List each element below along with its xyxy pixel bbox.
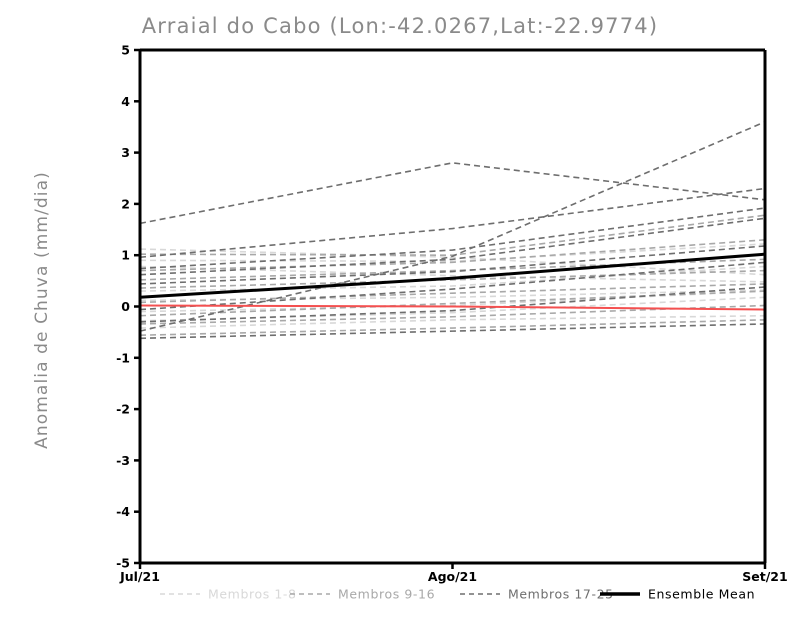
y-tick-label: 5 [121, 43, 130, 58]
series-line [139, 214, 766, 257]
series-line [139, 252, 766, 299]
series-line [139, 121, 766, 332]
legend-label: Membros 17-25 [508, 587, 614, 602]
y-tick-label: 0 [121, 299, 130, 314]
legend-label: Ensemble Mean [648, 587, 755, 602]
series-line [139, 304, 766, 311]
legend-item: Membros 17-25 [460, 587, 614, 602]
y-tick-label: 4 [121, 94, 130, 109]
legend-label: Membros 1-8 [208, 587, 297, 602]
legend-item: Ensemble Mean [600, 587, 755, 602]
series-line [139, 269, 766, 289]
series-line [139, 314, 766, 329]
x-axis-ticks: Jul/21 Ago/21 Set/21 [119, 563, 788, 584]
series-layer [139, 121, 766, 340]
series-line [139, 239, 766, 272]
series-line [139, 248, 766, 276]
y-tick-label: -4 [116, 504, 130, 519]
y-tick-label: -1 [116, 350, 130, 365]
y-tick-label: 1 [121, 248, 130, 263]
series-line [139, 283, 766, 304]
legend-item: Membros 1-8 [160, 587, 297, 602]
x-tick-label: Set/21 [742, 569, 787, 584]
series-line [139, 286, 766, 323]
series-line [139, 217, 766, 276]
series-line [139, 207, 766, 270]
series-line [139, 323, 766, 340]
y-tick-label: 2 [121, 196, 130, 211]
y-tick-label: -3 [116, 453, 130, 468]
series-line [139, 162, 766, 225]
y-tick-label: -5 [116, 556, 130, 571]
y-tick-label: 3 [121, 145, 130, 160]
series-line [139, 243, 766, 263]
legend-item: Membros 9-16 [290, 587, 435, 602]
series-line [139, 319, 766, 337]
series-line [139, 187, 766, 259]
legend-label: Membros 9-16 [338, 587, 435, 602]
series-line [139, 245, 766, 285]
series-line [139, 261, 766, 311]
page-title: Arraial do Cabo (Lon:-42.0267,Lat:-22.97… [141, 14, 659, 38]
chart-legend: Membros 1-8 Membros 9-16 Membros 17-25 Ense… [160, 587, 755, 602]
y-tick-label: -2 [116, 402, 130, 417]
x-tick-label: Ago/21 [428, 569, 477, 584]
x-tick-label: Jul/21 [119, 569, 160, 584]
y-axis-ticks: 5 4 3 2 1 0 -1 -2 -3 -4 -5 [116, 43, 140, 571]
